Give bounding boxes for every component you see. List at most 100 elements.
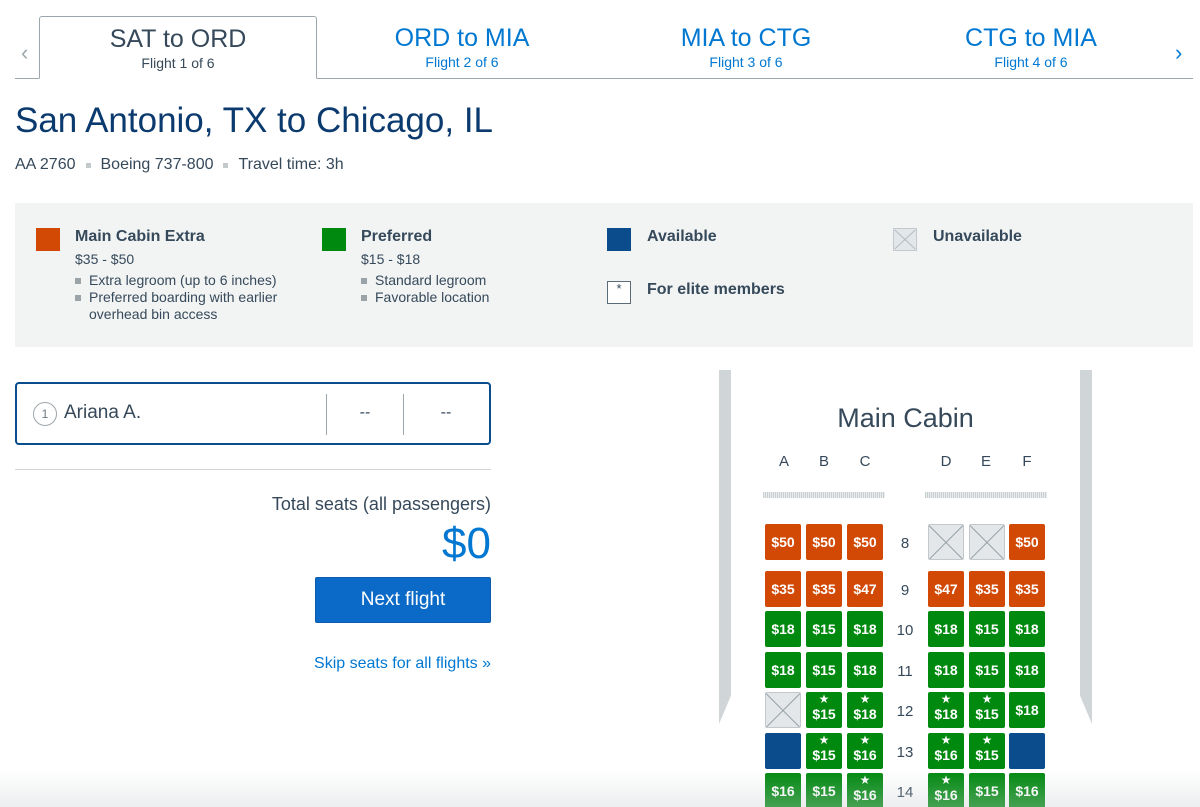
unavailable-swatch-icon: [893, 228, 917, 251]
seat-price: $47: [853, 581, 877, 597]
seat-column-label: E: [980, 453, 991, 470]
seat-9E[interactable]: $35: [969, 571, 1005, 607]
seat-13E[interactable]: ★ $15: [969, 733, 1005, 769]
seat-price: $16: [847, 787, 883, 803]
seat-12F[interactable]: $18: [1009, 692, 1045, 728]
seat-12D[interactable]: ★ $18: [928, 692, 964, 728]
seat-14E[interactable]: $15: [969, 773, 1005, 807]
separator: [223, 162, 229, 168]
seat-8F[interactable]: $50: [1009, 524, 1045, 560]
seat-11C[interactable]: $18: [847, 652, 883, 688]
seat-column-label: C: [859, 453, 871, 470]
passenger-seat-slot: --: [359, 404, 371, 421]
seat-price: $15: [812, 747, 836, 763]
seat-9F[interactable]: $35: [1009, 571, 1045, 607]
seat-12C[interactable]: ★ $18: [847, 692, 883, 728]
row-number: 13: [896, 744, 914, 761]
passenger-selector[interactable]: 1 Ariana A. -- --: [15, 382, 491, 445]
page-fade: [0, 770, 1200, 807]
tab-ord-mia[interactable]: ORD to MIA Flight 2 of 6: [323, 16, 601, 79]
seat-13C[interactable]: ★ $16: [847, 733, 883, 769]
legend-bullets: Extra legroom (up to 6 inches) Preferred…: [75, 272, 305, 323]
seat-12E[interactable]: ★ $15: [969, 692, 1005, 728]
seat-14D[interactable]: ★$16: [928, 773, 964, 807]
seat-10C[interactable]: $18: [847, 611, 883, 647]
separator: [85, 162, 91, 168]
tab-subtitle: Flight 1 of 6: [141, 55, 215, 71]
seat-11A[interactable]: $18: [765, 652, 801, 688]
star-icon: ★: [928, 774, 964, 787]
seat-8A[interactable]: $50: [765, 524, 801, 560]
seat-price: $18: [1015, 621, 1039, 637]
seat-13F[interactable]: [1009, 733, 1045, 769]
bulkhead: [763, 492, 885, 498]
tab-sat-ord[interactable]: SAT to ORD Flight 1 of 6: [39, 16, 317, 79]
divider: [326, 394, 327, 435]
flight-meta: AA 2760 Boeing 737-800 Travel time: 3h: [15, 156, 344, 174]
page-title: San Antonio, TX to Chicago, IL: [15, 101, 494, 140]
seat-price: $47: [934, 581, 958, 597]
seat-price: $18: [934, 662, 958, 678]
seat-price: $18: [771, 662, 795, 678]
seat-10B[interactable]: $15: [806, 611, 842, 647]
seat-price: $16: [1009, 783, 1045, 799]
legend-bullets: Standard legroom Favorable location: [361, 272, 561, 306]
seat-price: $15: [812, 621, 836, 637]
tab-title: CTG to MIA: [965, 24, 1097, 52]
star-icon: ★: [847, 774, 883, 787]
tab-title: ORD to MIA: [394, 24, 530, 52]
tab-subtitle: Flight 2 of 6: [425, 54, 499, 70]
seat-column-label: B: [818, 453, 829, 470]
seat-14C[interactable]: ★$16: [847, 773, 883, 807]
seat-10A[interactable]: $18: [765, 611, 801, 647]
seat-14F[interactable]: $16: [1009, 773, 1045, 807]
seat-9C[interactable]: $47: [847, 571, 883, 607]
tab-mia-ctg[interactable]: MIA to CTG Flight 3 of 6: [607, 16, 885, 79]
seat-13A[interactable]: [765, 733, 801, 769]
legend-label: Unavailable: [933, 228, 1022, 245]
seat-11B[interactable]: $15: [806, 652, 842, 688]
seat-11E[interactable]: $15: [969, 652, 1005, 688]
tab-ctg-mia[interactable]: CTG to MIA Flight 4 of 6: [892, 16, 1170, 79]
aircraft-type: Boeing 737-800: [100, 156, 214, 173]
seat-price: $18: [1015, 662, 1039, 678]
legend-bullet: Extra legroom (up to 6 inches): [75, 272, 305, 289]
legend-label: Main Cabin Extra: [75, 228, 205, 245]
star-icon: ★: [859, 733, 871, 747]
star-icon: ★: [981, 692, 993, 706]
cabin-title: Main Cabin: [837, 403, 974, 433]
skip-seats-link[interactable]: Skip seats for all flights »: [314, 655, 491, 672]
seat-14A[interactable]: $16: [765, 773, 801, 807]
seat-column-label: F: [1022, 453, 1032, 470]
seat-9B[interactable]: $35: [806, 571, 842, 607]
divider: [15, 469, 491, 470]
row-number: 14: [890, 784, 920, 801]
seat-12B[interactable]: ★ $15: [806, 692, 842, 728]
next-flight-button[interactable]: Next flight: [315, 577, 491, 623]
seat-10E[interactable]: $15: [969, 611, 1005, 647]
chevron-left-icon[interactable]: ‹: [21, 40, 29, 65]
seat-8C[interactable]: $50: [847, 524, 883, 560]
preferred-swatch: [322, 228, 346, 251]
tab-subtitle: Flight 4 of 6: [994, 54, 1068, 70]
seat-price: $16: [934, 747, 958, 763]
seat-9A[interactable]: $35: [765, 571, 801, 607]
seat-price: $15: [975, 706, 999, 722]
seat-9D[interactable]: $47: [928, 571, 964, 607]
star-icon: ★: [981, 733, 993, 747]
seat-11F[interactable]: $18: [1009, 652, 1045, 688]
seat-11D[interactable]: $18: [928, 652, 964, 688]
seat-column-label: D: [940, 453, 952, 470]
seat-price: $16: [853, 747, 877, 763]
seat-8B[interactable]: $50: [806, 524, 842, 560]
flight-number: AA 2760: [15, 156, 76, 173]
seat-price: $15: [969, 783, 1005, 799]
divider: [403, 394, 404, 435]
seat-10F[interactable]: $18: [1009, 611, 1045, 647]
chevron-right-icon[interactable]: ›: [1175, 40, 1183, 65]
seat-8E: [969, 524, 1005, 560]
seat-14B[interactable]: $15: [806, 773, 842, 807]
seat-13D[interactable]: ★ $16: [928, 733, 964, 769]
seat-13B[interactable]: ★ $15: [806, 733, 842, 769]
seat-10D[interactable]: $18: [928, 611, 964, 647]
